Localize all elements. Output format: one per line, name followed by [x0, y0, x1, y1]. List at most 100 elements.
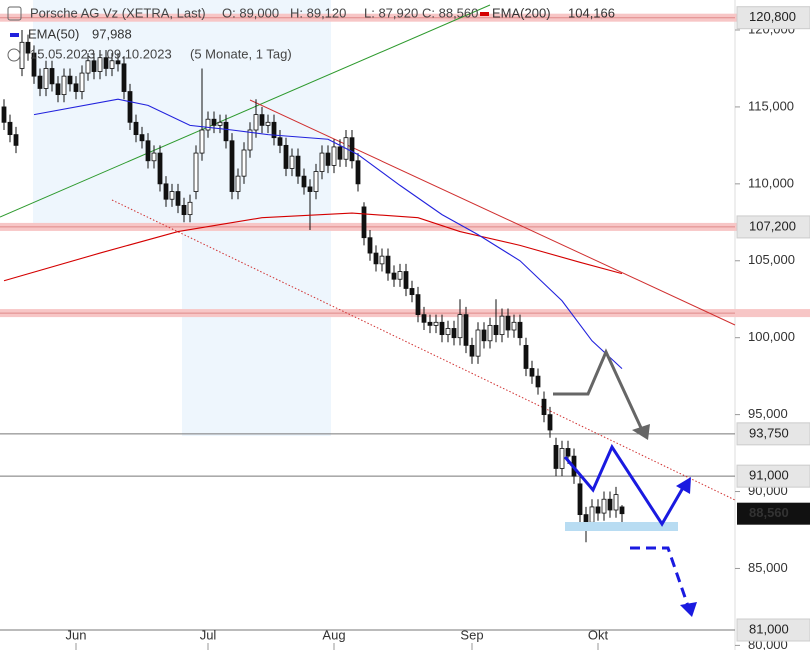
last-price-box [737, 502, 810, 525]
candle-body [373, 252, 379, 265]
candle-body [157, 152, 163, 185]
legend-label: EMA(50) [28, 26, 79, 41]
candle-body [499, 315, 505, 336]
candle-body [169, 191, 175, 200]
ohlc-high: H: 89,120 [290, 5, 346, 20]
candle-body [349, 137, 355, 162]
price-box-label: 81,000 [749, 621, 789, 636]
x-tick-label: Sep [460, 627, 483, 642]
support-zone [565, 522, 678, 531]
ema-line [33, 98, 623, 370]
candle-body [19, 41, 25, 69]
y-tick-label: 110,000 [748, 175, 794, 190]
candle-body [145, 140, 151, 162]
candle-body [289, 155, 295, 169]
candle-body [55, 83, 61, 96]
shade-zone [182, 0, 331, 436]
candle-body [283, 144, 289, 169]
price-box [736, 422, 810, 446]
price-box [736, 618, 810, 642]
candle-body [277, 137, 283, 146]
legend-label: EMA(200) [492, 5, 551, 20]
trend-line [249, 99, 736, 326]
candle-body [601, 498, 607, 514]
candle-body [559, 448, 565, 469]
candle-body [529, 368, 535, 377]
ohlc-open: O: 89,000 [222, 5, 279, 20]
candle-body [547, 414, 553, 431]
x-tick-label: Jun [66, 627, 87, 642]
candle-body [139, 134, 145, 142]
icon [7, 6, 22, 21]
candle-body [391, 272, 397, 280]
candle-body [223, 121, 229, 142]
price-box-label: 107,200 [749, 218, 796, 233]
candle-body [421, 314, 427, 323]
candle-body [427, 321, 433, 326]
candle-body [295, 155, 301, 177]
period: (5 Monate, 1 Tag) [190, 46, 292, 61]
candle-body [217, 121, 223, 126]
x-tick-label: Aug [322, 627, 345, 642]
candle-body [133, 121, 139, 136]
legend-swatch [10, 33, 19, 37]
candle-body [199, 129, 205, 154]
candle-body [607, 498, 613, 511]
candle-body [517, 321, 523, 339]
candle-body [511, 321, 517, 331]
candle-body [319, 152, 325, 172]
candle-body [481, 329, 487, 342]
ohlc-low: L: 87,920 [364, 5, 418, 20]
y-tick-label: 85,000 [748, 560, 788, 575]
legend-swatch [480, 12, 489, 16]
candle-body [151, 152, 157, 162]
candle-body [175, 191, 181, 206]
plot [1, 30, 625, 543]
candle-body [463, 314, 469, 346]
scenario-arrow [630, 546, 690, 607]
candle-body [193, 152, 199, 192]
candle-body [67, 75, 73, 85]
candle-body [211, 118, 217, 126]
levels [0, 13, 810, 631]
candle-body [97, 57, 103, 72]
y-tick-label: 100,000 [748, 329, 795, 344]
y-tick-label: 105,000 [748, 252, 795, 267]
candle-body [265, 121, 271, 126]
candle-body [61, 75, 67, 96]
candle-body [49, 68, 55, 85]
price-box [736, 6, 810, 30]
legend-value: 97,988 [92, 26, 132, 41]
chart-title: Porsche AG Vz (XETRA, Last) [30, 5, 206, 20]
ohlc-close: C: 88,560 [422, 5, 478, 20]
last-price-label: 88,560 [749, 505, 789, 520]
candle-body [619, 506, 625, 515]
x-tick-label: Jul [200, 627, 217, 642]
candle-body [589, 506, 595, 523]
candle-body [409, 288, 415, 296]
scenario-arrow [563, 443, 686, 527]
candle-body [205, 118, 211, 131]
scenario-arrow [553, 348, 644, 431]
arrow-head [680, 602, 697, 617]
candle-body [229, 140, 235, 192]
candle-body [475, 329, 481, 357]
candle-body [583, 514, 589, 523]
y-tick-label: 95,000 [748, 406, 788, 421]
candle-body [355, 160, 361, 185]
candle-body [577, 483, 583, 516]
candle-body [181, 204, 187, 216]
candle-body [433, 321, 439, 326]
price-box-label: 93,750 [749, 425, 789, 440]
candle-body [7, 121, 13, 136]
candle-body [385, 255, 391, 274]
candle-body [337, 146, 343, 160]
candle-body [115, 60, 121, 65]
candle-body [1, 106, 7, 123]
price-box [736, 464, 810, 488]
candle-body [103, 57, 109, 69]
candle-body [505, 315, 511, 331]
candle-body [43, 68, 49, 89]
candle-body [379, 255, 385, 265]
